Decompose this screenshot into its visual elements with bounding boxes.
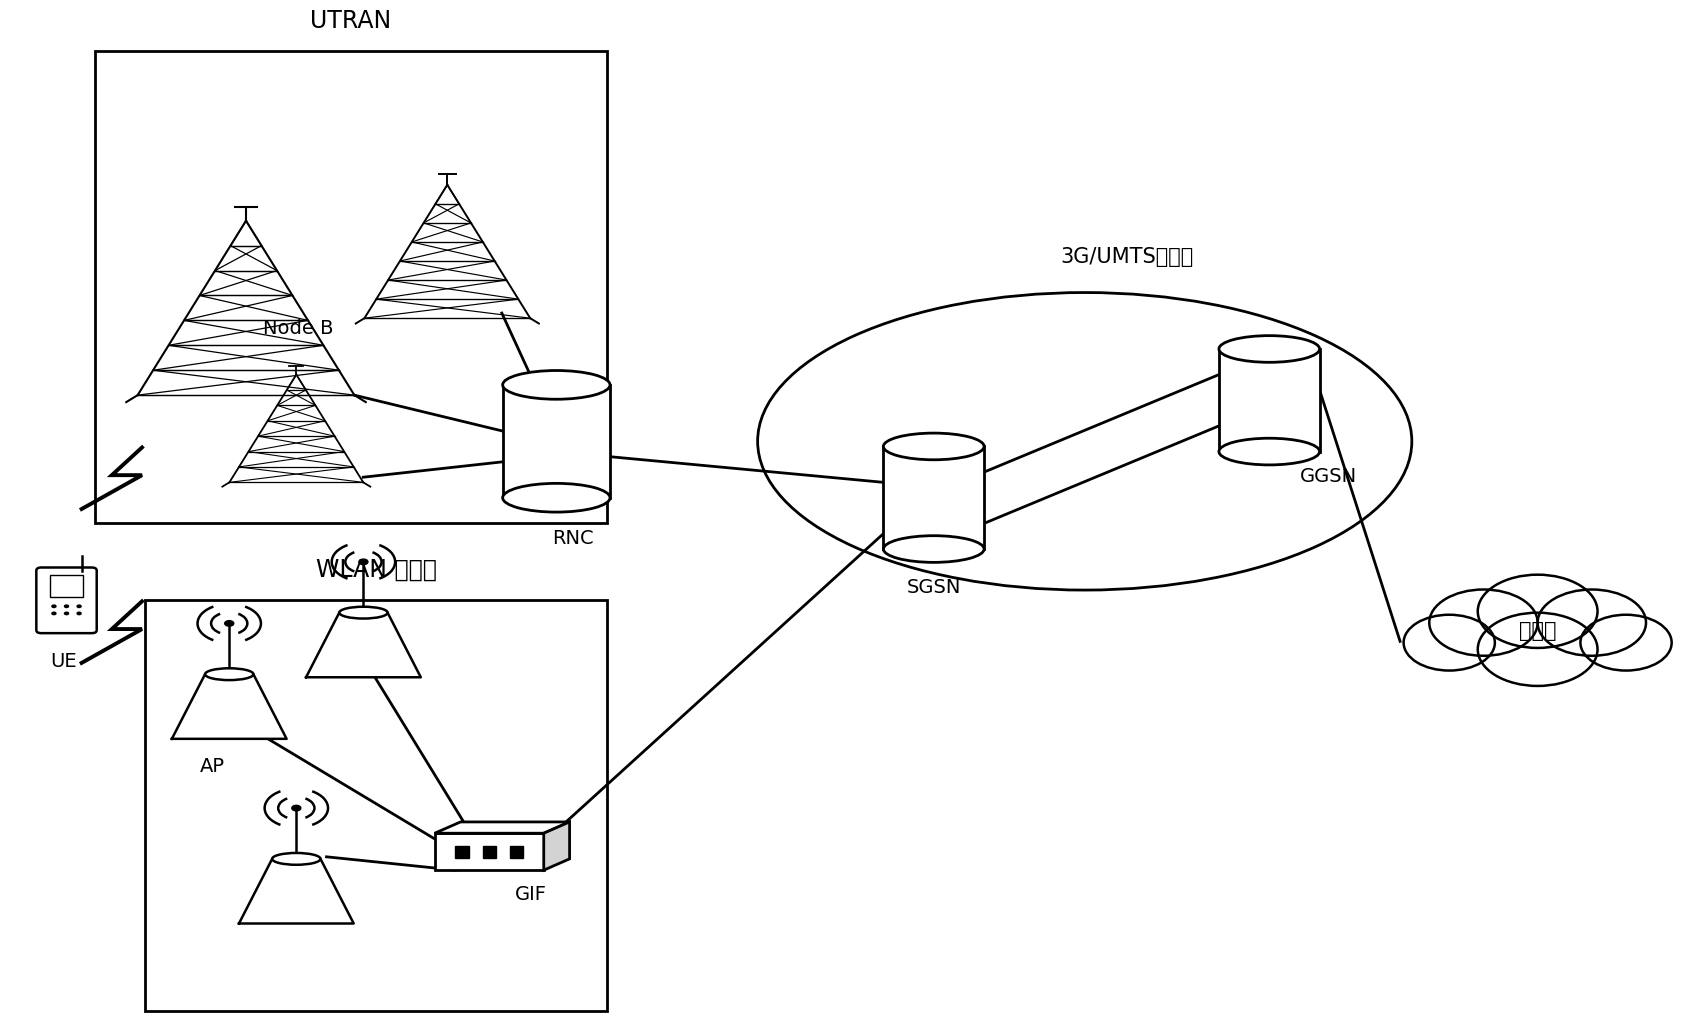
Polygon shape (1218, 348, 1319, 452)
Ellipse shape (503, 483, 609, 512)
Circle shape (64, 605, 69, 608)
Ellipse shape (1218, 336, 1319, 362)
Text: RNC: RNC (552, 528, 594, 548)
Ellipse shape (883, 433, 984, 460)
Bar (145, 601, 606, 1010)
Text: WLAN 接入网: WLAN 接入网 (316, 558, 436, 582)
Polygon shape (434, 822, 569, 833)
Ellipse shape (340, 607, 387, 618)
Circle shape (358, 559, 368, 565)
FancyBboxPatch shape (37, 568, 96, 633)
Circle shape (64, 612, 69, 614)
Ellipse shape (883, 536, 984, 562)
Ellipse shape (1218, 438, 1319, 465)
Ellipse shape (205, 668, 254, 680)
Circle shape (52, 612, 56, 614)
Text: UTRAN: UTRAN (309, 9, 392, 33)
Polygon shape (883, 447, 984, 549)
Bar (483, 846, 496, 858)
Bar (510, 846, 523, 858)
Ellipse shape (503, 370, 609, 399)
Polygon shape (172, 674, 286, 739)
Circle shape (1428, 589, 1537, 656)
Circle shape (1477, 613, 1596, 686)
Circle shape (77, 612, 81, 614)
Polygon shape (434, 833, 543, 871)
Bar (456, 846, 468, 858)
Text: GIF: GIF (515, 884, 547, 904)
Circle shape (291, 805, 301, 811)
Ellipse shape (757, 293, 1411, 590)
Circle shape (1477, 575, 1596, 648)
Circle shape (1403, 615, 1494, 671)
Polygon shape (503, 385, 609, 497)
Text: UE: UE (50, 651, 76, 671)
Circle shape (1579, 615, 1670, 671)
Text: SGSN: SGSN (907, 578, 960, 597)
Bar (50, 575, 82, 598)
Circle shape (52, 605, 56, 608)
Polygon shape (306, 612, 420, 677)
Circle shape (77, 605, 81, 608)
Text: 3G/UMTS核心网: 3G/UMTS核心网 (1060, 247, 1193, 267)
Text: AP: AP (200, 757, 225, 777)
Bar (94, 52, 606, 523)
Polygon shape (239, 859, 353, 923)
Circle shape (225, 620, 234, 627)
Text: Node B: Node B (262, 318, 333, 338)
Ellipse shape (272, 853, 320, 864)
Text: GGSN: GGSN (1299, 467, 1356, 486)
Text: 互联网: 互联网 (1517, 621, 1556, 641)
Polygon shape (543, 822, 569, 871)
Circle shape (1537, 589, 1645, 656)
